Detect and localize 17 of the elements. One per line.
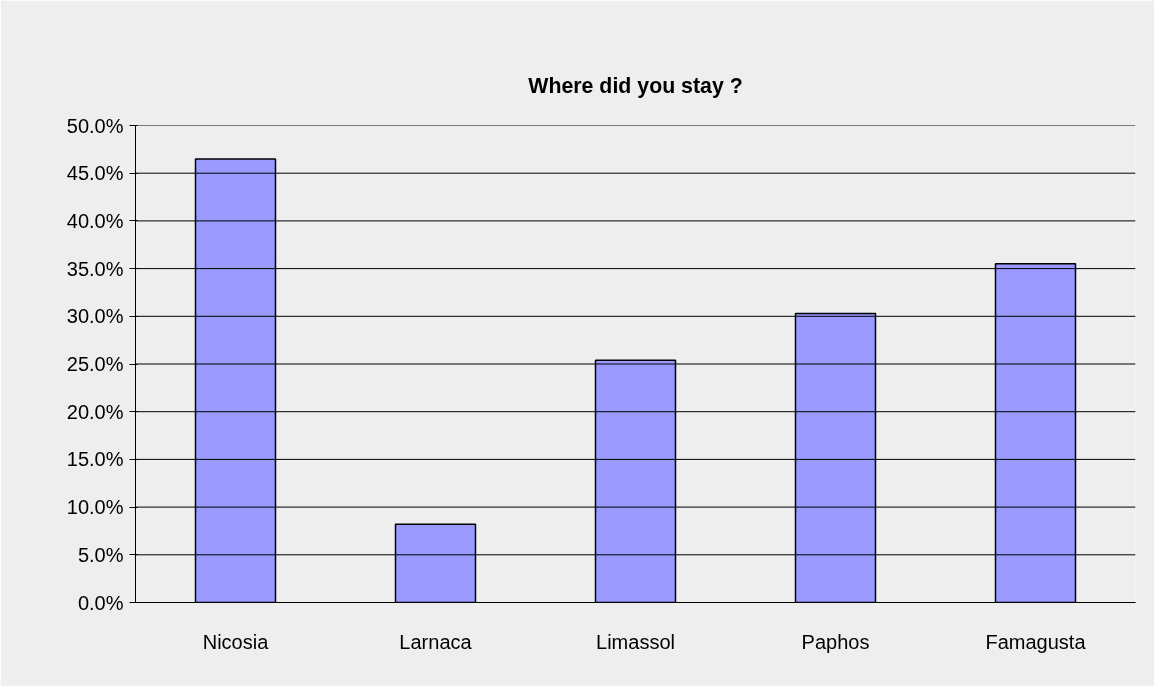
y-tick-label: 15.0%: [66, 448, 124, 471]
y-tick-label: 40.0%: [66, 209, 124, 232]
y-tick-label: 30.0%: [66, 305, 124, 328]
x-tick-label: Larnaca: [399, 630, 473, 653]
y-tick-label: 50.0%: [66, 114, 124, 137]
x-tick-label: Famagusta: [985, 630, 1087, 653]
chart-title: Where did you stay ?: [528, 74, 743, 98]
x-tick-label: Paphos: [801, 630, 870, 653]
x-tick-label: Limassol: [596, 630, 675, 653]
y-tick-label: 20.0%: [66, 400, 124, 423]
y-tick-label: 25.0%: [66, 353, 124, 375]
y-tick-label: 35.0%: [66, 257, 124, 280]
y-tick-label: 5.0%: [77, 543, 124, 566]
y-tick-label: 0.0%: [77, 591, 124, 614]
y-tick-label: 45.0%: [66, 162, 124, 185]
y-tick-label: 10.0%: [66, 496, 124, 519]
x-tick-label: Nicosia: [202, 630, 270, 653]
